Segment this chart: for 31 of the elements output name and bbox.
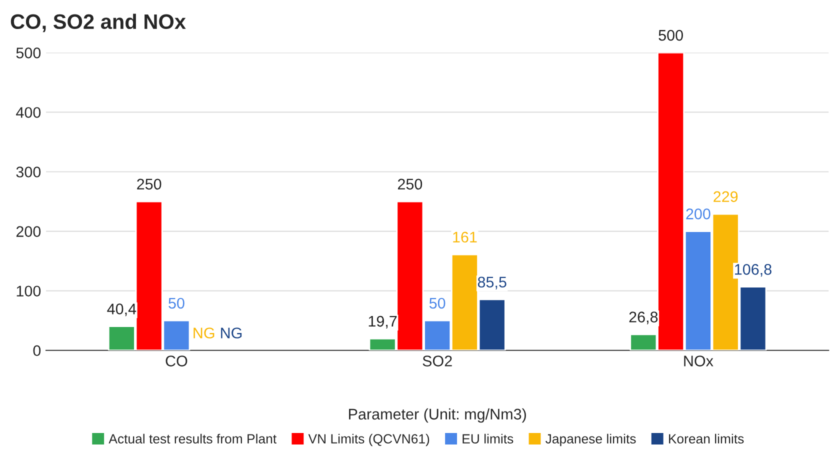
y-tick-label: 500	[16, 48, 41, 58]
chart-title: CO, SO2 and NOx	[10, 14, 186, 32]
x-tick-label: CO	[166, 356, 188, 366]
y-tick-label: 300	[16, 166, 41, 178]
y-tick-label: 0	[33, 345, 41, 356]
data-label: 250	[398, 178, 422, 190]
legend-label: Japanese limits	[546, 434, 636, 446]
data-label: 85,5	[478, 276, 506, 290]
data-label: 40,4	[107, 304, 136, 316]
y-tick-label: 100	[16, 286, 41, 297]
data-label: 200	[686, 208, 710, 220]
text: NG	[194, 328, 214, 338]
data-label: 161	[453, 232, 477, 243]
y-tick-label: 400	[16, 107, 41, 118]
data-label: 26,8	[629, 312, 658, 324]
data-label: 106,8	[735, 264, 772, 277]
data-label: 229	[714, 191, 738, 202]
text: NG	[221, 328, 242, 338]
y-tick-label: 200	[16, 226, 41, 237]
data-label: 19,7	[368, 316, 397, 328]
legend-label: Korean limits	[669, 434, 744, 444]
x-axis-title: Parameter (Unit: mg/Nm3)	[349, 408, 526, 423]
data-label: 250	[137, 178, 162, 190]
legend-label: EU limits	[462, 434, 514, 444]
legend-label: Actual test results from Plant	[108, 434, 276, 444]
data-label: 50	[429, 298, 446, 309]
data-label: 500	[658, 30, 683, 41]
data-label: 50	[168, 298, 184, 309]
legend-label: VN Limits (QCVN61)	[308, 434, 430, 446]
x-tick-label: SO2	[422, 356, 452, 366]
x-tick-label: NOx	[684, 356, 714, 366]
